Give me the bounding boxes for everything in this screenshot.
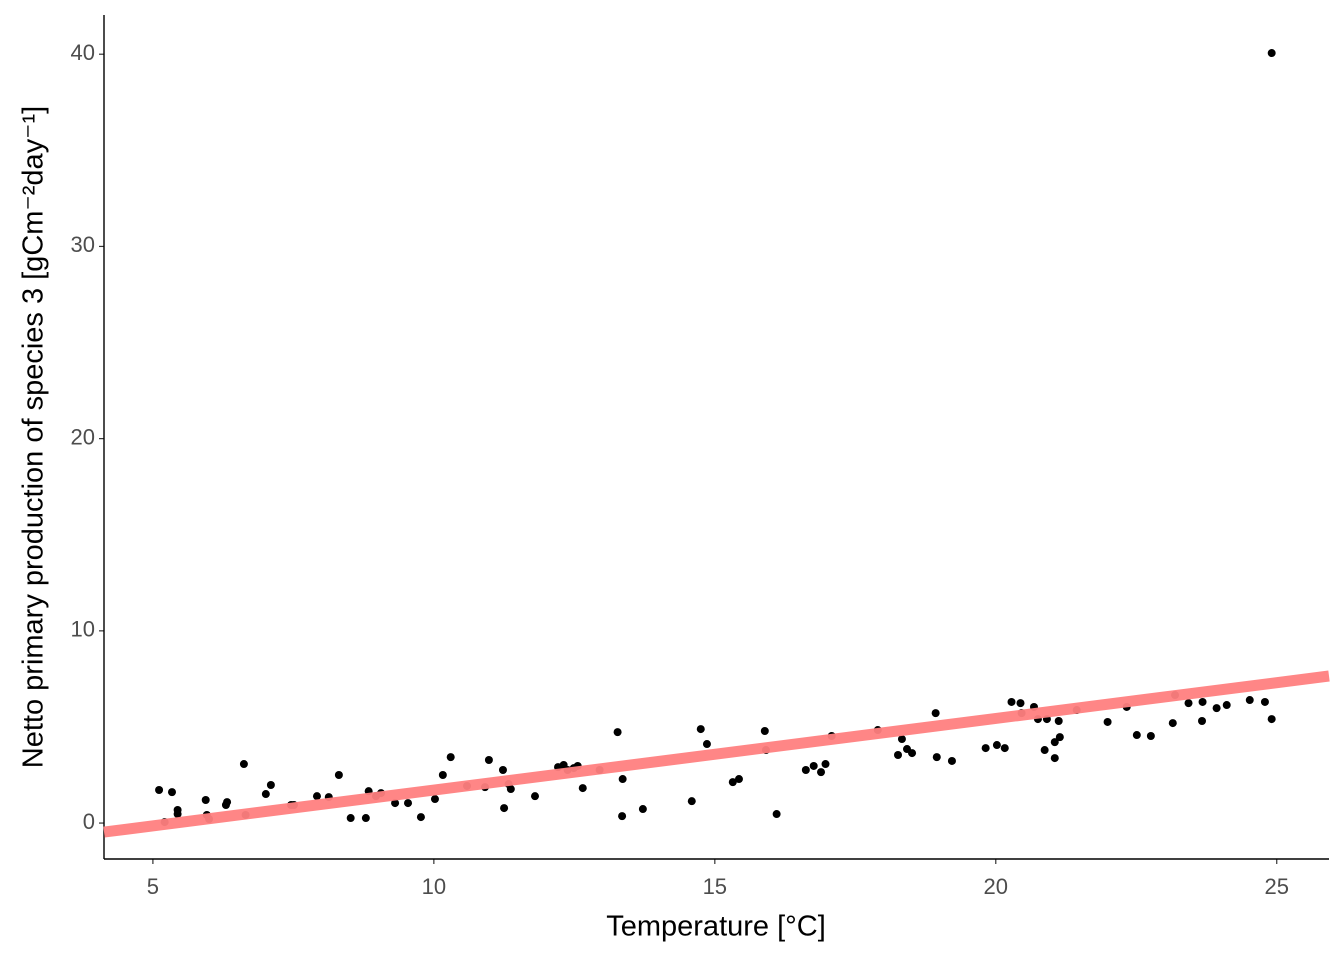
point xyxy=(446,753,455,762)
y-tick-label: 0 xyxy=(83,809,95,834)
point xyxy=(1103,717,1112,726)
point xyxy=(1050,738,1059,747)
point xyxy=(760,726,769,735)
x-tick-label: 25 xyxy=(1264,874,1288,899)
point xyxy=(908,749,917,758)
point xyxy=(1040,746,1049,755)
point xyxy=(346,814,355,823)
point xyxy=(223,798,232,807)
point xyxy=(618,812,627,821)
point xyxy=(1267,715,1276,724)
point xyxy=(167,788,176,797)
point xyxy=(261,790,270,799)
point xyxy=(932,753,941,762)
y-tick-label: 20 xyxy=(71,424,95,449)
x-tick-label: 10 xyxy=(422,874,446,899)
point xyxy=(1212,704,1221,713)
point xyxy=(1000,744,1009,753)
x-tick-label: 20 xyxy=(984,874,1008,899)
point xyxy=(702,740,711,749)
y-tick-label: 30 xyxy=(71,232,95,257)
point xyxy=(1198,716,1207,725)
point xyxy=(687,797,696,806)
point xyxy=(1245,696,1254,705)
point xyxy=(416,813,425,822)
point xyxy=(430,795,439,804)
point xyxy=(809,761,818,770)
point xyxy=(484,756,493,765)
point xyxy=(894,751,903,760)
point xyxy=(530,792,539,801)
point xyxy=(201,795,210,804)
point xyxy=(239,760,248,769)
point xyxy=(981,744,990,753)
point xyxy=(696,725,705,734)
point xyxy=(438,771,447,780)
point xyxy=(613,728,622,737)
y-tick-label: 40 xyxy=(71,40,95,65)
point xyxy=(1168,719,1177,728)
point xyxy=(334,771,343,780)
point xyxy=(506,785,515,794)
point xyxy=(821,760,830,769)
point xyxy=(578,784,587,793)
point xyxy=(1132,731,1141,740)
point xyxy=(155,785,164,794)
point xyxy=(391,799,400,808)
point xyxy=(1222,701,1231,710)
point xyxy=(992,741,1001,750)
point xyxy=(618,775,627,784)
point xyxy=(1146,731,1155,740)
x-tick-label: 15 xyxy=(703,874,727,899)
point xyxy=(498,766,507,775)
y-axis-title: Netto primary production of species 3 [g… xyxy=(18,106,50,768)
point xyxy=(404,799,413,808)
point xyxy=(1050,754,1059,763)
point xyxy=(817,768,826,777)
point xyxy=(1184,699,1193,708)
point xyxy=(638,805,647,814)
point xyxy=(1055,733,1064,742)
point xyxy=(734,775,743,784)
point xyxy=(801,766,810,775)
point xyxy=(266,780,275,789)
x-tick-label: 5 xyxy=(147,874,159,899)
point xyxy=(1267,49,1276,58)
point xyxy=(361,814,370,823)
point xyxy=(1054,716,1063,725)
point xyxy=(931,709,940,718)
y-tick-label: 10 xyxy=(71,617,95,642)
point xyxy=(947,756,956,765)
point xyxy=(500,804,509,813)
point xyxy=(897,735,906,744)
point xyxy=(173,810,182,819)
point xyxy=(1198,697,1207,706)
point xyxy=(1016,699,1025,708)
trend-line xyxy=(103,670,1330,838)
point xyxy=(1260,697,1269,706)
x-axis-title: Temperature [°C] xyxy=(606,911,826,943)
point xyxy=(728,778,737,787)
point xyxy=(312,792,321,801)
point xyxy=(1007,697,1016,706)
point xyxy=(772,810,781,819)
